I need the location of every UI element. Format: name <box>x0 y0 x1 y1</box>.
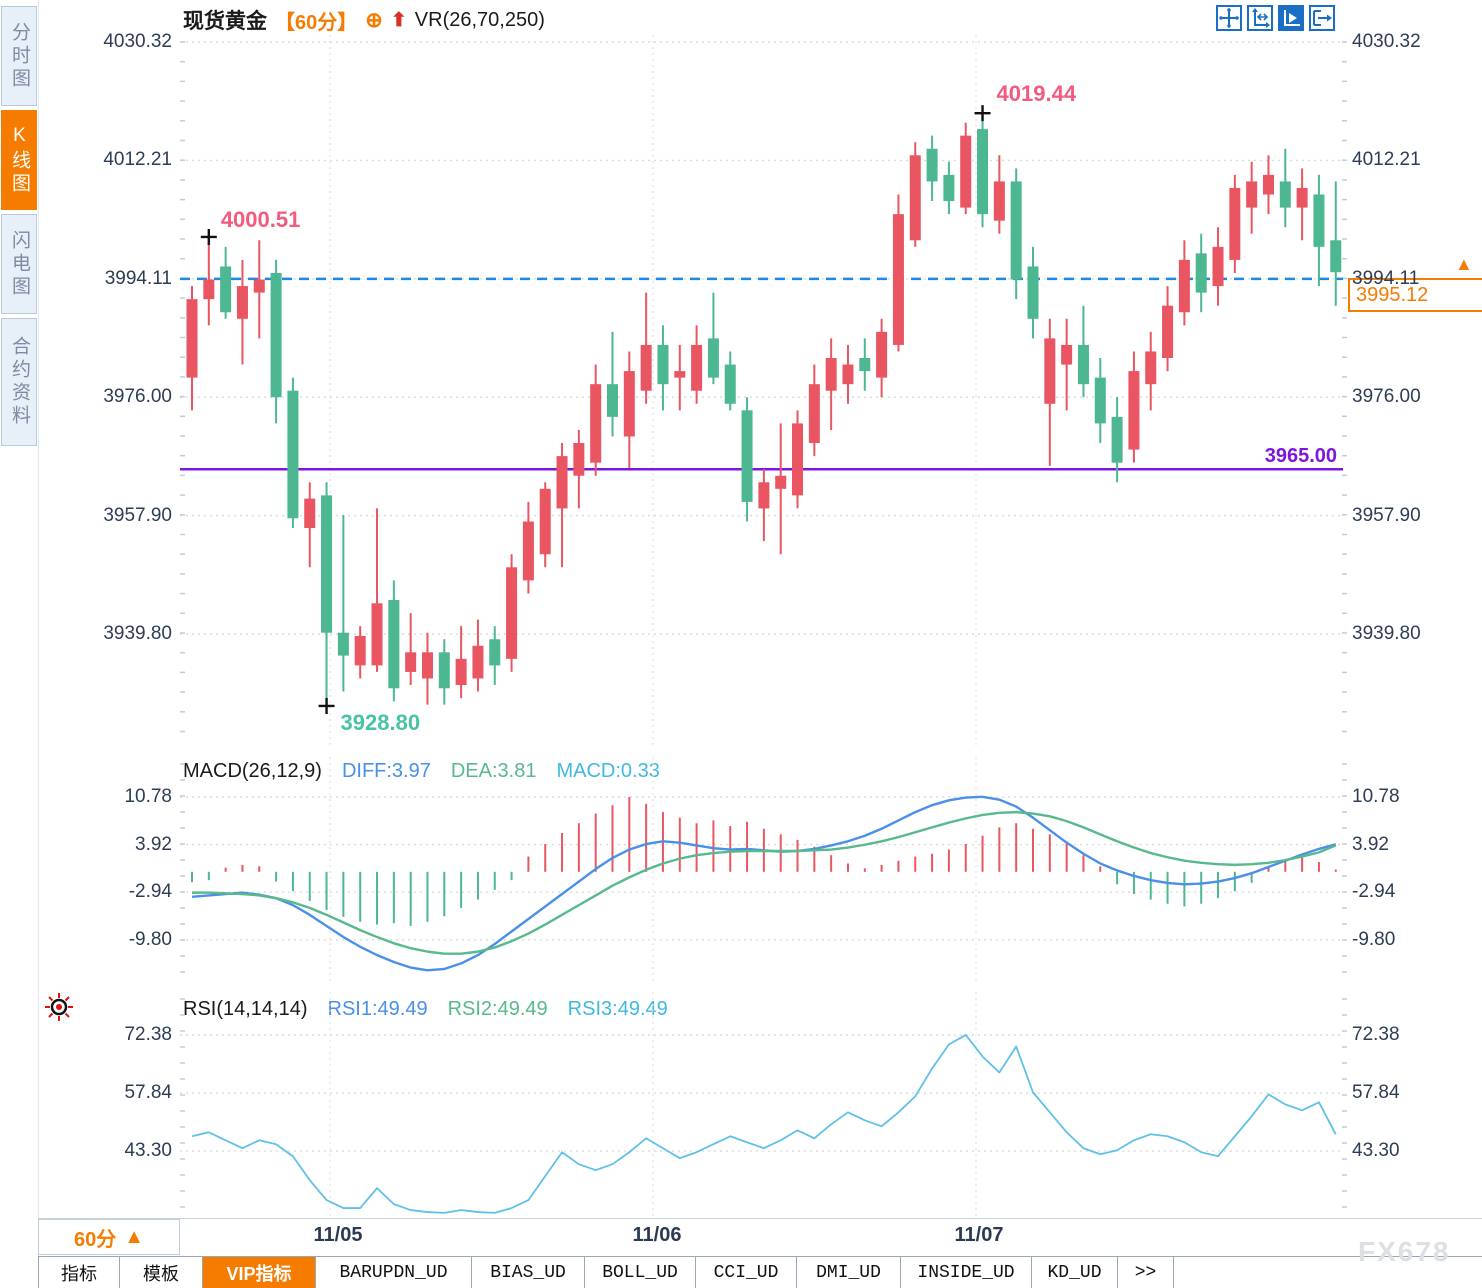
sidebar: 分时图 K线图闪电图合约资料 <box>0 0 39 1288</box>
macd-dea-value: DEA:3.81 <box>450 760 537 782</box>
rsi-title: RSI(14,14,14) <box>183 998 308 1020</box>
period-arrow-icon: ▲ <box>124 1225 145 1248</box>
y-axis-label: 3939.80 <box>1352 623 1421 644</box>
sidebar-item-1[interactable]: K线图 <box>1 110 37 210</box>
tab-指标[interactable]: 指标 <box>38 1257 120 1288</box>
macd-panel[interactable] <box>180 757 1347 985</box>
svg-text:4019.44: 4019.44 <box>997 81 1077 106</box>
x-axis-date-label: 11/05 <box>313 1224 363 1246</box>
y-axis-label: 57.84 <box>124 1082 172 1103</box>
fit-axis-icon[interactable] <box>1247 5 1273 31</box>
macd-diff-value: DIFF:3.97 <box>341 760 431 782</box>
y-axis-label: -9.80 <box>1352 928 1396 950</box>
watermark: FX678 <box>1358 1236 1451 1267</box>
indicator-tabbar: 指标 模板 VIP指标 BARUPDN_UD BIAS_UD BOLL_UD CCI_UD D… <box>38 1256 1482 1288</box>
y-axis-label: 72.38 <box>1352 1024 1400 1045</box>
period-selector[interactable]: 60分 ▲ <box>38 1219 180 1255</box>
y-axis-label: 72.38 <box>124 1024 172 1045</box>
price-up-arrow-icon: ▲ <box>1455 254 1473 274</box>
axis-separator <box>38 1218 1482 1219</box>
sidebar-item-0[interactable]: 分时图 <box>1 6 37 106</box>
goto-latest-icon[interactable] <box>1309 5 1335 31</box>
sidebar-item-2[interactable]: 闪电图 <box>1 214 37 314</box>
pan-cross-icon[interactable] <box>1216 5 1242 31</box>
y-axis-label: 4012.21 <box>103 149 172 171</box>
tab-BARUPDN_UD[interactable]: BARUPDN_UD <box>316 1257 472 1288</box>
y-axis-label: 3.92 <box>1352 833 1389 855</box>
sidebar-item-3[interactable]: 合约资料 <box>1 318 37 446</box>
tab-INSIDE_UD[interactable]: INSIDE_UD <box>901 1257 1032 1288</box>
y-axis-label: 43.30 <box>124 1140 172 1162</box>
rsi3-value: RSI3:49.49 <box>567 998 668 1020</box>
x-axis-date-label: 11/07 <box>954 1224 1004 1246</box>
tab-DMI_UD[interactable]: DMI_UD <box>797 1257 901 1288</box>
svg-text:4000.51: 4000.51 <box>221 207 301 232</box>
y-axis-label: -2.94 <box>128 881 172 903</box>
tab-BOLL_UD[interactable]: BOLL_UD <box>585 1257 696 1288</box>
rsi-header: RSI(14,14,14) RSI1:49.49 RSI2:49.49 RSI3… <box>183 998 668 1021</box>
last-price-box: 3995.12 <box>1348 278 1482 312</box>
red-up-arrow-icon: ⬆ <box>390 9 407 31</box>
y-axis-label: 4030.32 <box>103 31 172 52</box>
y-axis-label: 3994.11 <box>104 267 172 289</box>
rsi-panel[interactable] <box>180 992 1347 1216</box>
indicator-label: VR(26,70,250) <box>414 8 545 31</box>
macd-value: MACD:0.33 <box>556 760 660 782</box>
y-axis-label: -2.94 <box>1352 881 1396 903</box>
rsi2-value: RSI2:49.49 <box>447 998 548 1020</box>
tab-BIAS_UD[interactable]: BIAS_UD <box>472 1257 585 1288</box>
y-axis-label: 3.92 <box>135 833 172 855</box>
y-axis-label: 3976.00 <box>1352 386 1421 408</box>
marker-sun-icon[interactable] <box>42 990 76 1024</box>
chart-header: 现货黄金 【60分】 ⊕ ⬆ VR(26,70,250) <box>183 6 545 34</box>
period-label: 60分 <box>73 1228 117 1251</box>
y-axis-label: 57.84 <box>1352 1082 1400 1103</box>
chart-toolbar <box>1216 5 1335 31</box>
period-tag[interactable]: 【60分】 <box>275 11 358 34</box>
y-axis-label: 3957.90 <box>103 504 172 526</box>
y-axis-label: 3957.90 <box>1352 504 1421 526</box>
tab-CCI_UD[interactable]: CCI_UD <box>696 1257 797 1288</box>
play-axis-icon[interactable] <box>1278 5 1304 31</box>
circle-plus-icon[interactable]: ⊕ <box>365 8 383 32</box>
y-axis-label: 4012.21 <box>1352 149 1421 171</box>
y-axis-label: 3939.80 <box>103 623 172 644</box>
more-tabs-button[interactable]: >> <box>1118 1257 1174 1288</box>
last-price-value: 3995.12 <box>1356 283 1429 306</box>
y-axis-label: 3976.00 <box>103 386 172 408</box>
tab-模板[interactable]: 模板 <box>120 1257 203 1288</box>
svg-text:3928.80: 3928.80 <box>341 710 421 735</box>
rsi1-value: RSI1:49.49 <box>327 998 428 1020</box>
y-axis-label: 10.78 <box>1352 786 1400 807</box>
tab-VIP指标[interactable]: VIP指标 <box>203 1257 316 1288</box>
macd-title: MACD(26,12,9) <box>183 760 322 782</box>
svg-text:3965.00: 3965.00 <box>1265 445 1337 467</box>
y-axis-label: 4030.32 <box>1352 31 1421 52</box>
y-axis-label: -9.80 <box>128 928 172 950</box>
y-axis-label: 43.30 <box>1352 1140 1400 1162</box>
symbol-title: 现货黄金 <box>183 10 267 33</box>
tab-KD_UD[interactable]: KD_UD <box>1032 1257 1118 1288</box>
y-axis-label: 3994.11 <box>1352 267 1420 289</box>
candlestick-chart[interactable]: 3965.00 4000.51 4019.44 3928.80 <box>180 35 1347 749</box>
x-axis-date-label: 11/06 <box>632 1224 682 1246</box>
macd-header: MACD(26,12,9) DIFF:3.97 DEA:3.81 MACD:0.… <box>183 760 660 783</box>
y-axis-label: 10.78 <box>124 786 172 807</box>
